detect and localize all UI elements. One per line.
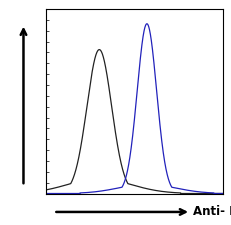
Text: Anti- PRDM14: Anti- PRDM14	[192, 205, 231, 218]
